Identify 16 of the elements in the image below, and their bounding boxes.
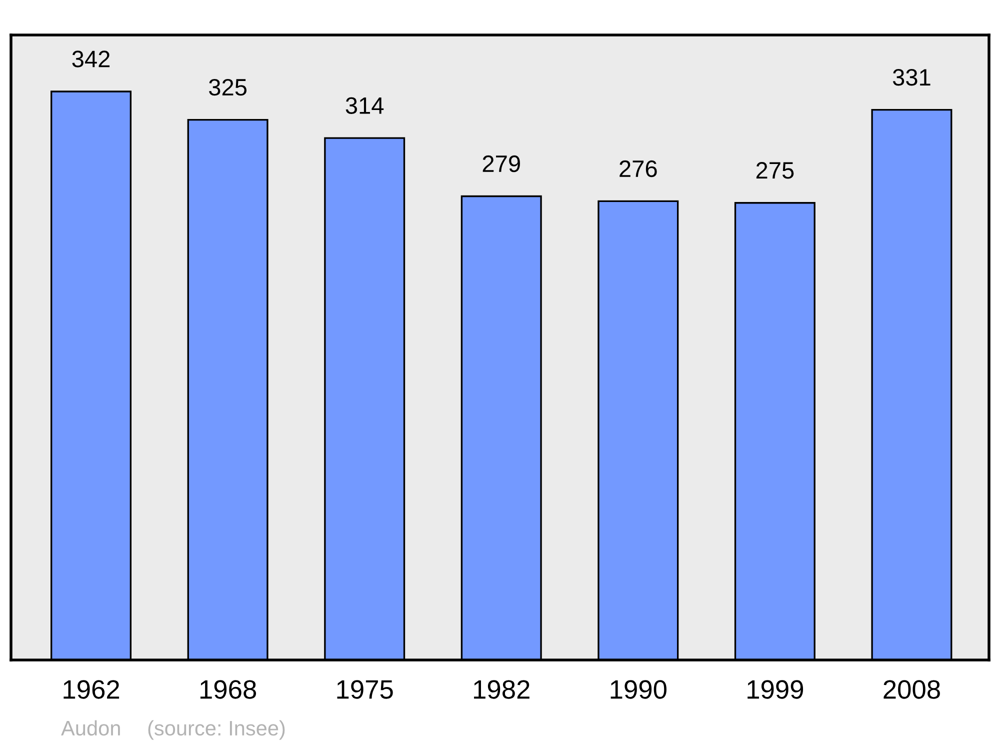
data-label: 342 <box>72 50 110 68</box>
x-tick-label: 1999 <box>748 680 804 699</box>
text: Audon <box>61 720 120 736</box>
x-tick-label: 1990 <box>610 680 666 699</box>
data-label: 276 <box>620 160 657 178</box>
x-tick-label: 1962 <box>64 680 120 699</box>
x-tick-label: 1975 <box>337 680 393 699</box>
x-tick-label: 1968 <box>200 680 256 699</box>
data-label: 314 <box>346 97 384 114</box>
data-label: 325 <box>209 78 247 96</box>
data-label: 275 <box>756 162 794 179</box>
data-label: 279 <box>482 155 520 172</box>
x-tick-label: 2008 <box>884 680 940 699</box>
x-tick-label: 1982 <box>474 680 530 699</box>
text: (source: Insee) <box>148 720 285 740</box>
data-label: 331 <box>892 68 930 86</box>
